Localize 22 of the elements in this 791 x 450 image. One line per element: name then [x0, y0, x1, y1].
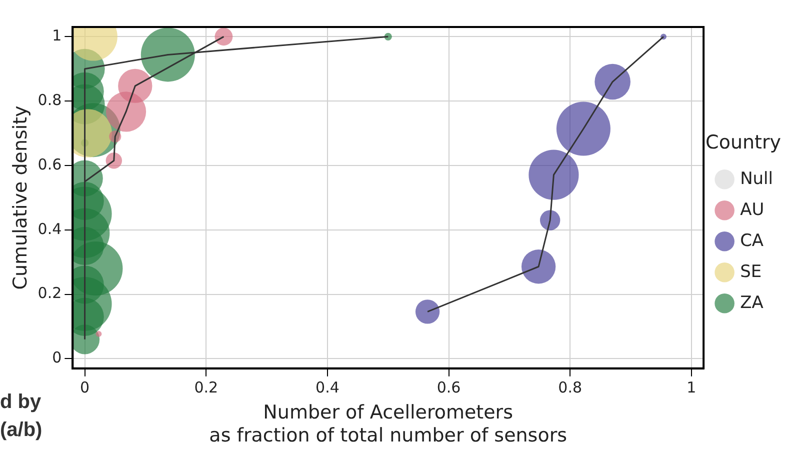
text: d by [0, 390, 42, 415]
y-tick-label: 0.8 [38, 90, 62, 109]
y-axis-title: Cumulative density [9, 106, 32, 290]
x-tick-label: 0.6 [436, 378, 461, 396]
x-tick-label: 0.2 [194, 378, 218, 396]
legend-label: CA [740, 230, 764, 251]
text: (a/b) [0, 418, 42, 443]
legend-label: Null [740, 168, 773, 189]
legend-label: SE [740, 262, 762, 282]
legend-label: ZA [740, 292, 764, 313]
x-axis-title: Number of Acellerometers as fraction of total number of sensors [209, 402, 568, 447]
x-tick-label: 0 [80, 378, 90, 396]
y-tick-label: 0 [52, 348, 62, 367]
y-tick-label: 0.2 [38, 284, 62, 302]
y-tick-label: 1 [52, 26, 62, 45]
x-tick-label: 0.8 [558, 378, 582, 396]
x-tick-label: 0.4 [316, 378, 340, 396]
y-tick-label: 0.6 [38, 155, 62, 174]
legend-title: Country [706, 132, 782, 154]
legend-label: AU [740, 200, 764, 220]
x-tick-label: 1 [686, 378, 696, 396]
y-tick-label: 0.4 [38, 220, 62, 238]
